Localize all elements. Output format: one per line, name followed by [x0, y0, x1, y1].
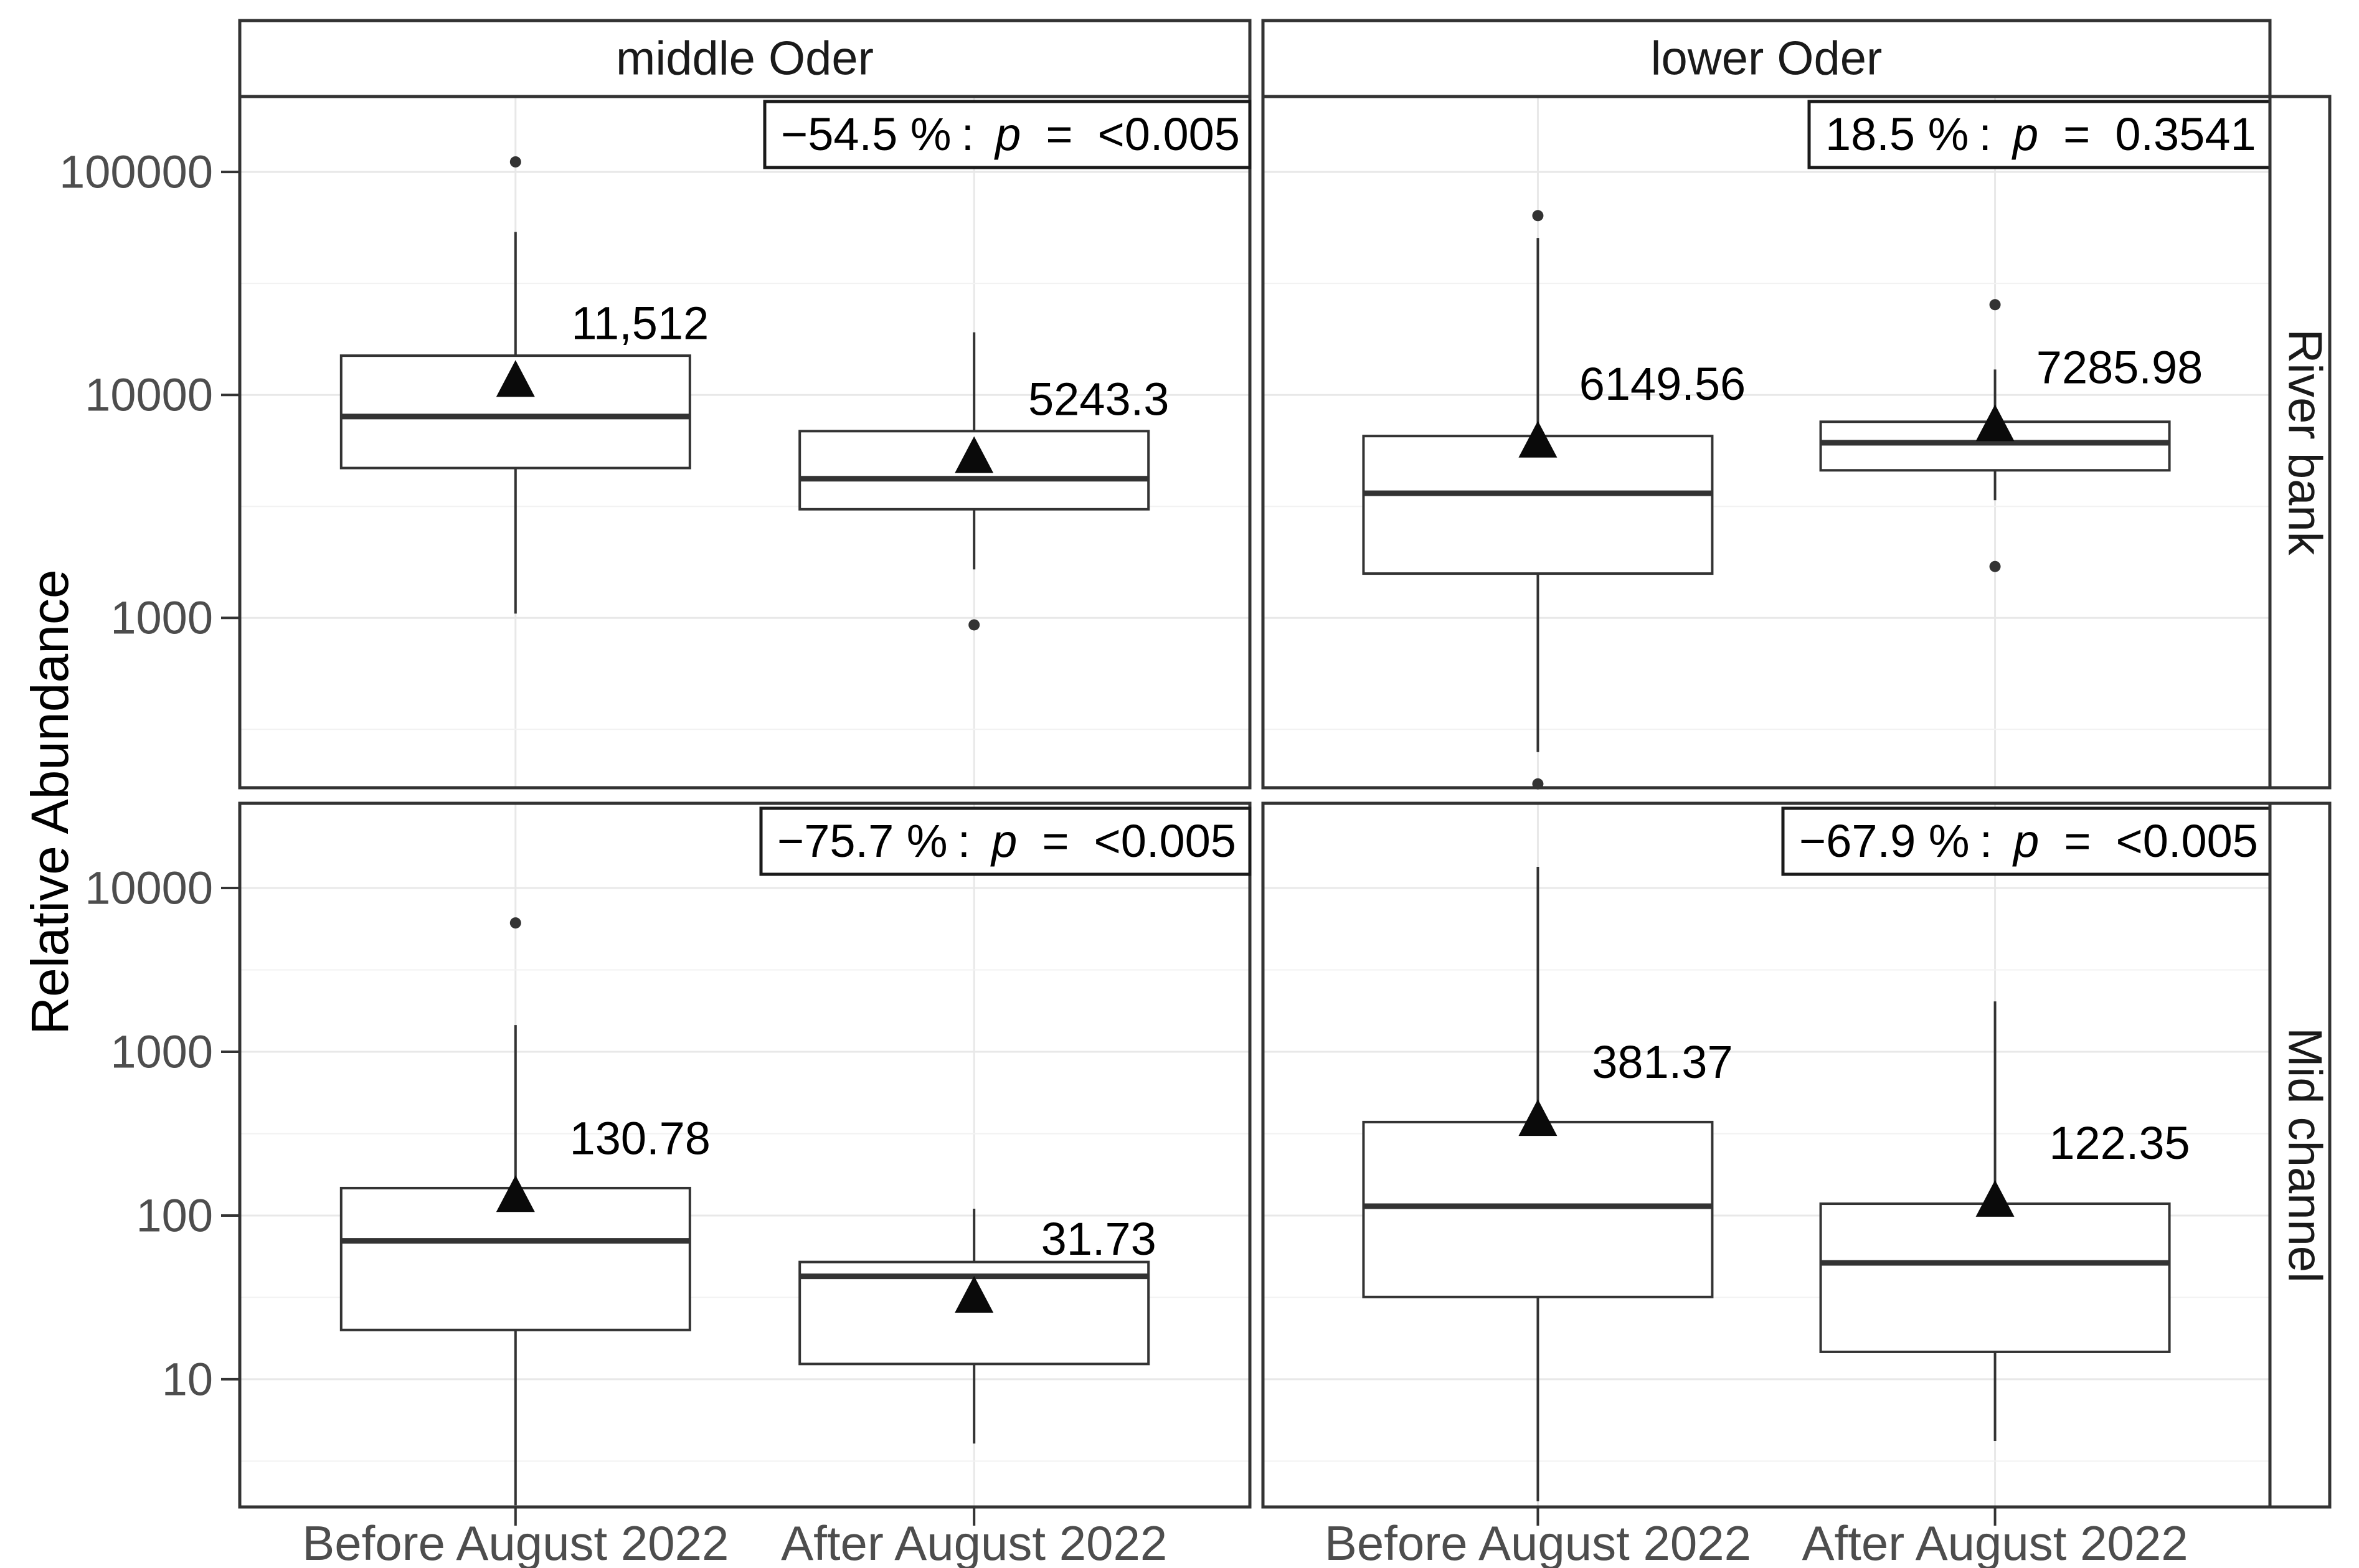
annotation-equals: =: [2063, 108, 2090, 160]
mean-value-label: 381.37: [1592, 1036, 1733, 1088]
mean-triangle-marker: [1518, 420, 1558, 458]
y-tick-label: 10000: [85, 862, 213, 914]
mean-triangle-marker: [955, 1276, 994, 1313]
x-tick-label: Before August 2022: [1325, 1516, 1751, 1568]
mean-triangle-marker: [1975, 404, 2015, 442]
outlier-point: [968, 619, 980, 631]
annotation-box: [1781, 806, 2272, 876]
facet-strip-top-label: lower Oder: [1651, 32, 1883, 85]
annotation-text: −54.5 %: p = <0.005: [781, 108, 1240, 160]
mean-value-label: 7285.98: [2036, 341, 2203, 393]
annotation-change: −75.7 %: [777, 815, 948, 867]
panel-River bank-middle Oder: 11,512 5243.3 −54.5 %: p = <0.005: [238, 95, 1252, 790]
facet-strip-top: [238, 19, 1252, 98]
mean-value-label: 122.35: [2049, 1117, 2190, 1169]
mean-value-label: 5243.3: [1028, 374, 1169, 425]
facet-strip-right: [2268, 95, 2332, 790]
facet-strip-right-label: Mid channel: [2279, 1027, 2332, 1283]
panel-River bank-lower Oder: 6149.56 7285.98 18.5 %: p = 0.3541: [1261, 95, 2272, 790]
annotation-equals: =: [1046, 108, 1072, 160]
annotation-separator: :: [958, 815, 971, 867]
annotation-p-symbol: p: [994, 108, 1021, 160]
mean-triangle-marker: [955, 436, 994, 473]
panel-Mid channel-lower Oder: 381.37 122.35 −67.9 %: p = <0.005: [1261, 801, 2272, 1509]
box-rect: [1362, 1120, 1714, 1298]
annotation-separator: :: [1978, 108, 1992, 160]
annotation-box: [763, 100, 1252, 169]
panel-Mid channel-middle Oder: 130.78 31.73 −75.7 %: p = <0.005: [238, 801, 1252, 1509]
annotation-p-symbol: p: [2012, 108, 2038, 160]
mean-value-label: 11,512: [571, 297, 709, 349]
mean-value-label: 130.78: [570, 1112, 711, 1164]
outlier-point: [509, 156, 521, 168]
x-tick-label: Before August 2022: [302, 1516, 729, 1568]
mean-triangle-marker: [496, 1175, 535, 1212]
annotation-equals: =: [1042, 815, 1069, 867]
annotation-separator: :: [962, 108, 975, 160]
mean-value-label: 31.73: [1041, 1213, 1156, 1265]
annotation-equals: =: [2064, 815, 2091, 867]
annotation-separator: :: [1980, 815, 1993, 867]
panel-border: [238, 801, 1252, 1509]
annotation-text: −67.9 %: p = <0.005: [1799, 815, 2258, 867]
y-tick-label: 100000: [59, 146, 213, 198]
y-tick-label: 100: [136, 1189, 213, 1241]
mean-triangle-marker: [1518, 1099, 1558, 1136]
annotation-change: 18.5 %: [1825, 108, 1969, 160]
annotation-change: −67.9 %: [1799, 815, 1970, 867]
facet-strip-right: [2268, 801, 2332, 1509]
annotation-text: −75.7 %: p = <0.005: [777, 815, 1236, 867]
mean-triangle-marker: [496, 360, 535, 397]
outlier-point: [1532, 210, 1544, 222]
y-axis-title: Relative Abundance: [21, 569, 79, 1034]
mean-triangle-marker: [1975, 1179, 2015, 1217]
annotation-change: −54.5 %: [781, 108, 952, 160]
facet-strip-top: [1261, 19, 2272, 98]
annotation-p-value: <0.005: [1094, 815, 1236, 867]
y-tick-label: 1000: [110, 592, 213, 644]
annotation-text: 18.5 %: p = 0.3541: [1825, 108, 2256, 160]
outlier-point: [1989, 560, 2001, 572]
annotation-p-value: 0.3541: [2115, 108, 2256, 160]
outlier-point: [1989, 299, 2001, 311]
facet-strip-right-label: River bank: [2279, 329, 2332, 555]
y-tick-label: 10: [162, 1353, 213, 1405]
y-tick-label: 10000: [85, 369, 213, 421]
annotation-p-value: <0.005: [1098, 108, 1240, 160]
annotation-box: [1807, 100, 2272, 169]
annotation-box: [759, 806, 1252, 876]
x-tick-label: After August 2022: [1802, 1516, 2188, 1568]
annotation-p-symbol: p: [990, 815, 1017, 867]
y-tick-label: 1000: [110, 1026, 213, 1077]
box-rect: [1819, 1202, 2171, 1353]
facet-strip-top-label: middle Oder: [616, 32, 874, 85]
mean-value-label: 6149.56: [1579, 358, 1746, 410]
annotation-p-symbol: p: [2012, 815, 2039, 867]
outlier-point: [509, 917, 521, 929]
x-tick-label: After August 2022: [781, 1516, 1167, 1568]
annotation-p-value: <0.005: [2116, 815, 2258, 867]
box-rect: [1362, 435, 1714, 575]
